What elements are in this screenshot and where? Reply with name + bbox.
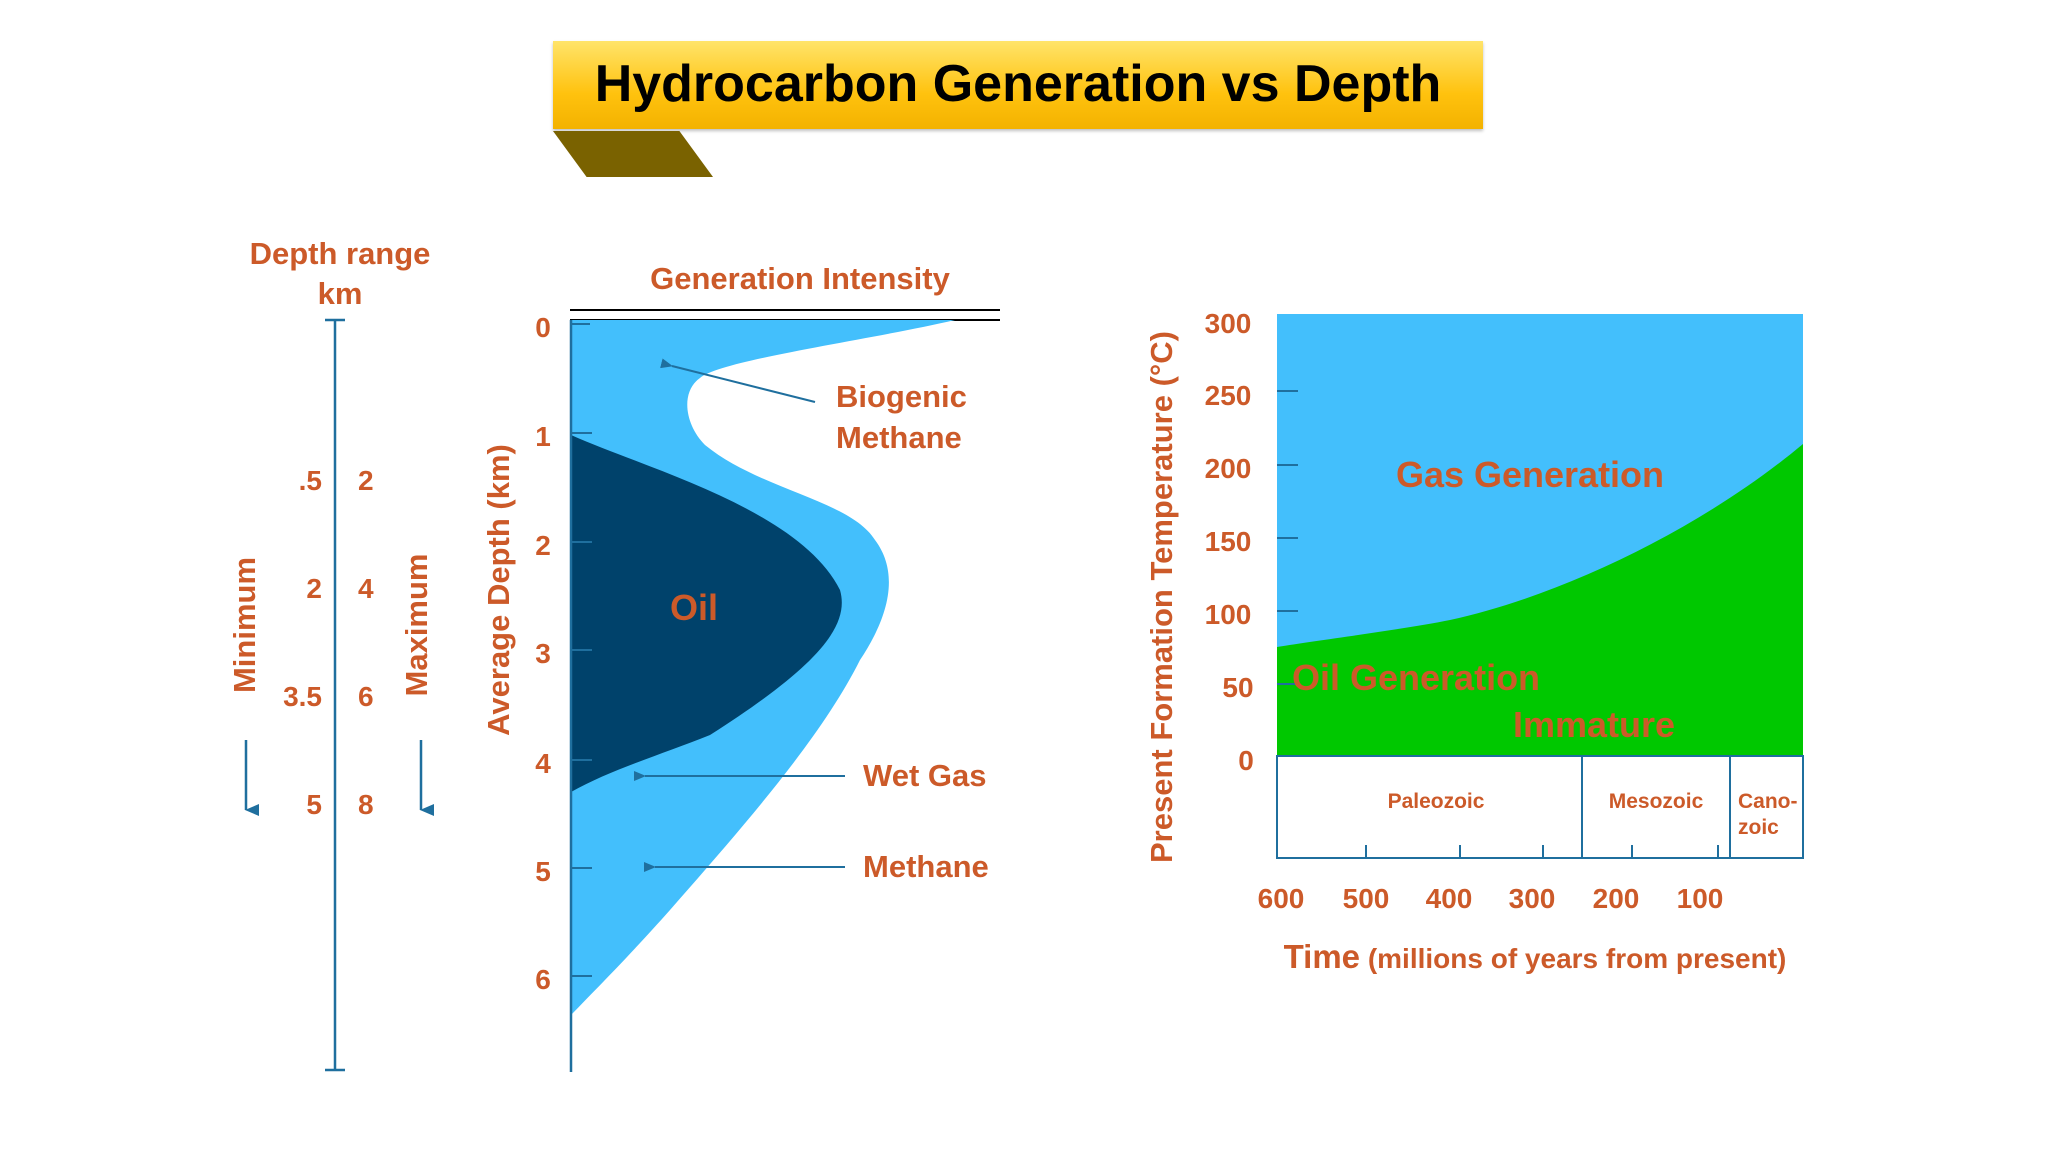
time-tick-label: 500 — [1343, 883, 1390, 914]
temperature-tick-label: 150 — [1205, 526, 1252, 557]
oil-generation-region — [1277, 444, 1803, 756]
time-axis-ticks — [1365, 845, 1719, 858]
depth-tick-label: 0 — [535, 312, 551, 343]
time-tick-label: 400 — [1426, 883, 1473, 914]
minimum-label: Minimum — [227, 557, 262, 693]
depth-tick-label: 5 — [535, 856, 551, 887]
time-axis-label: Time (millions of years from present) — [1284, 938, 1787, 975]
temperature-tick-label: 100 — [1205, 599, 1252, 630]
geologic-era-box — [1276, 755, 1804, 859]
temperature-tick-label: 300 — [1205, 308, 1252, 339]
depth-tick-label: 2 — [535, 530, 551, 561]
time-tick-label: 200 — [1593, 883, 1640, 914]
biogenic-methane-arrow-icon — [660, 358, 816, 403]
depth-tick-label: 1 — [535, 421, 551, 452]
temperature-axis-ticks — [1277, 390, 1298, 685]
depth-tick-label: 3 — [535, 638, 551, 669]
temperature-tick-label: 0 — [1238, 745, 1254, 776]
oil-generation-body — [571, 435, 842, 792]
methane-label: Methane — [863, 849, 989, 884]
depth-range-panel: Depth range km .5 2 2 4 3.5 6 5 8 Minimu… — [227, 236, 434, 1072]
time-tick-label: 100 — [1677, 883, 1724, 914]
depth-min-value: 3.5 — [283, 681, 322, 712]
depth-max-value: 8 — [358, 789, 374, 820]
immature-label: Immature — [1513, 704, 1675, 745]
depth-max-value: 6 — [358, 681, 374, 712]
page-title: Hydrocarbon Generation vs Depth — [594, 55, 1442, 113]
depth-range-unit: km — [318, 276, 363, 311]
oil-zone-label: Oil — [670, 587, 718, 628]
temperature-tick-label: 50 — [1222, 672, 1253, 703]
gas-generation-label: Gas Generation — [1396, 454, 1664, 495]
depth-axis-label: Average Depth (km) — [481, 444, 516, 736]
generation-chart-title: Generation Intensity — [650, 261, 950, 296]
time-tick-label: 300 — [1509, 883, 1556, 914]
time-axis-label-main: Time — [1284, 938, 1360, 975]
mesozoic-label: Mesozoic — [1609, 790, 1704, 813]
time-tick-label: 600 — [1258, 883, 1305, 914]
depth-tick-label: 6 — [535, 964, 551, 995]
temperature-tick-label: 250 — [1205, 380, 1252, 411]
depth-tick-label: 4 — [535, 748, 551, 779]
temperature-time-chart: 300 250 200 150 100 50 0 Present Formati… — [1144, 308, 1804, 975]
paleozoic-label: Paleozoic — [1388, 790, 1485, 813]
time-axis-label-sub: (millions of years from present) — [1360, 943, 1786, 974]
depth-range-heading: Depth range — [250, 236, 431, 271]
wet-gas-label: Wet Gas — [863, 758, 986, 793]
depth-max-value: 2 — [358, 465, 374, 496]
temperature-axis-label: Present Formation Temperature (°C) — [1144, 331, 1179, 863]
temperature-tick-label: 200 — [1205, 453, 1252, 484]
depth-axis-ticks — [571, 323, 592, 977]
generation-intensity-chart: Generation Intensity 0 1 2 3 4 5 6 Avera… — [481, 261, 1000, 1072]
depth-min-value: 2 — [306, 573, 322, 604]
depth-min-value: 5 — [306, 789, 322, 820]
biogenic-methane-label: Methane — [836, 420, 962, 455]
biogenic-methane-label: Biogenic — [836, 379, 967, 414]
cenozoic-label: Cano- — [1738, 790, 1798, 813]
cenozoic-label: zoic — [1738, 816, 1779, 839]
depth-min-value: .5 — [299, 465, 322, 496]
oil-generation-label: Oil Generation — [1292, 657, 1540, 698]
maximum-label: Maximum — [399, 554, 434, 697]
depth-max-value: 4 — [358, 573, 374, 604]
title-banner: Hydrocarbon Generation vs Depth — [553, 41, 1483, 129]
